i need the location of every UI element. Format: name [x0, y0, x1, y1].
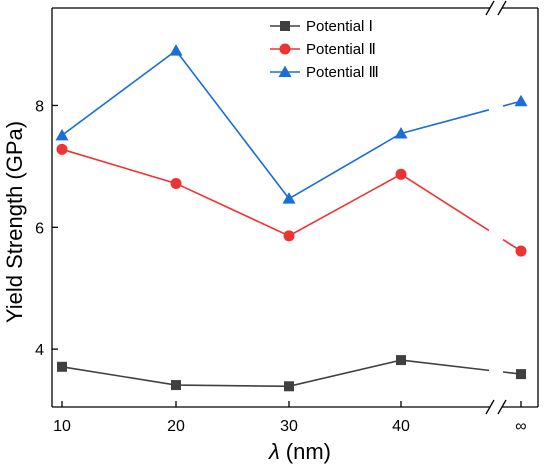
legend: Potential Ⅰ Potential Ⅱ Potential Ⅲ [270, 18, 379, 81]
data-point [56, 143, 68, 155]
data-point [394, 126, 408, 139]
axis-break-slash-top [485, 0, 495, 16]
data-point [395, 168, 407, 180]
data-point [516, 369, 526, 380]
axis-break-slash-bottom [485, 399, 495, 415]
data-point [57, 361, 67, 372]
axis-break-slash-top [497, 0, 507, 16]
x-axis-title: λ (nm) [268, 439, 331, 464]
data-point [169, 44, 183, 56]
series-line [61, 359, 402, 388]
series-line [61, 148, 402, 237]
series-line-segment [400, 109, 490, 135]
axis-break-slash-bottom [497, 399, 507, 415]
data-point [514, 94, 528, 107]
legend-label: Potential Ⅰ [306, 18, 373, 35]
series-2 [56, 143, 527, 257]
data-point [55, 128, 69, 141]
legend-swatch-marker [279, 43, 291, 55]
legend-item: Potential Ⅱ [270, 41, 376, 58]
series-line-segment [400, 359, 490, 372]
data-point [282, 192, 296, 204]
y-axis-title: Yield Strength (GPa) [2, 121, 27, 323]
data-point [396, 355, 406, 366]
x-tick-label: 20 [167, 418, 185, 435]
data-point [284, 381, 294, 392]
y-tick-label: 4 [35, 342, 44, 359]
plot-frame [51, 0, 539, 415]
legend-label: Potential Ⅲ [306, 64, 379, 81]
x-tick-label: 30 [280, 418, 298, 435]
data-point [283, 230, 295, 242]
axis-break-gap-bottom [490, 404, 502, 410]
y-tick-label: 6 [35, 220, 44, 237]
data-point [515, 245, 527, 257]
series-1 [57, 355, 526, 392]
legend-swatch-marker [278, 65, 292, 77]
legend-label: Potential Ⅱ [306, 41, 376, 58]
axis-break-gap-top [490, 5, 502, 11]
series-3 [55, 44, 528, 204]
x-tick-label: 10 [53, 418, 71, 435]
legend-item: Potential Ⅰ [270, 18, 373, 35]
x-axis-title-unit: (nm) [286, 439, 331, 464]
series-layer [55, 44, 528, 392]
legend-item: Potential Ⅲ [270, 64, 379, 81]
legend-swatch-marker [280, 21, 290, 31]
series-line-segment [400, 173, 490, 232]
data-point [171, 380, 181, 391]
series-line [61, 49, 402, 200]
x-tick-label: 40 [392, 418, 410, 435]
x-tick-label: ∞ [515, 418, 526, 435]
data-point [170, 177, 182, 189]
x-axis-title-symbol: λ [268, 439, 280, 464]
axis-ticks: 10 20 30 40 ∞ 4 6 8 [35, 98, 527, 435]
y-tick-label: 8 [35, 98, 44, 115]
